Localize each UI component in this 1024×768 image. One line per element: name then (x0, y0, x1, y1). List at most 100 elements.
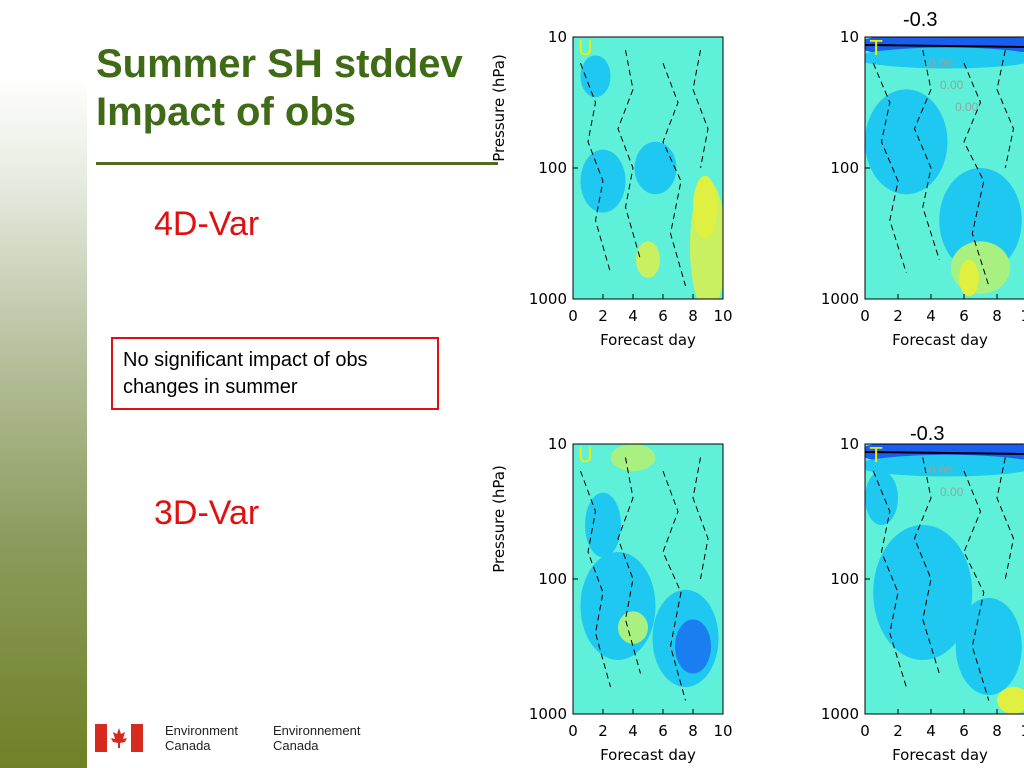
x-tick-label: 4 (926, 722, 936, 740)
y-tick-label: 10 (840, 435, 859, 453)
x-tick-label: 0 (568, 307, 578, 325)
contour-line-3 (692, 457, 709, 580)
x-tick-label: 4 (926, 307, 936, 325)
y-tick-label: 10 (840, 28, 859, 46)
contour-line-0 (580, 63, 611, 273)
x-tick-label: 10 (1020, 307, 1024, 325)
contour-label: 0.00 (940, 485, 964, 499)
chart-panel-3dvar-u: U 0 2 4 6 8 10 10 100 1000 Forecast day Pressure (h… (490, 435, 733, 764)
contour-region-5 (865, 471, 898, 525)
contour-line-1 (617, 50, 641, 260)
contour-line-2 (662, 470, 686, 701)
x-axis-label: Forecast day (600, 331, 696, 349)
chart-panel-3dvar-t: T -0.06 0.00 0 2 4 6 8 10 10 100 1000 Forecast day (821, 435, 1024, 764)
y-tick-label: 100 (538, 159, 567, 177)
contour-label: 0.00 (955, 100, 979, 114)
contour-line-strong (865, 44, 1024, 48)
y-tick-label: 1000 (529, 290, 567, 308)
panel-annotation-4dvar-t: -0.3 (903, 9, 938, 31)
contour-line-strong (865, 451, 1024, 455)
label-3dvar: 3D-Var (154, 494, 260, 532)
y-tick-label: 1000 (821, 705, 859, 723)
contour-line-3 (996, 457, 1015, 580)
canada-flag-icon (95, 724, 143, 752)
contour-region-1 (865, 454, 1024, 477)
y-tick-label: 100 (538, 570, 567, 588)
title-line-2: Impact of obs (96, 90, 357, 134)
contour-region-1 (865, 47, 1024, 69)
contour-region-3 (939, 168, 1022, 273)
contour-label: -0.06 (925, 463, 953, 477)
heatmap-field (573, 444, 723, 714)
contour-region-2 (873, 525, 973, 660)
x-tick-label: 6 (959, 722, 969, 740)
contour-line-2 (963, 63, 990, 287)
contour-region-2 (865, 89, 948, 195)
heatmap-field (865, 37, 1024, 299)
x-axis-label: Forecast day (892, 331, 988, 349)
x-tick-label: 0 (860, 722, 870, 740)
contour-line-0 (580, 470, 611, 688)
slide-title: Summer SH stddev Impact of obs (96, 40, 463, 136)
label-4dvar: 4D-Var (154, 205, 260, 243)
heatmap-field (573, 37, 723, 299)
x-tick-label: 10 (1020, 722, 1024, 740)
contour-region-4 (618, 611, 648, 644)
x-tick-label: 8 (992, 722, 1002, 740)
contour-line-2 (662, 63, 686, 287)
contour-line-2 (963, 470, 990, 701)
x-tick-label: 6 (658, 722, 668, 740)
x-tick-label: 6 (658, 307, 668, 325)
variable-label: T (869, 443, 883, 467)
contour-region-3 (955, 597, 1022, 696)
x-tick-label: 0 (568, 722, 578, 740)
contour-region-5 (959, 259, 979, 297)
chart-panel-4dvar-u: U 0 2 4 6 8 10 10 100 1000 Forecast day Pressure (h… (490, 28, 733, 349)
x-tick-label: 2 (598, 307, 608, 325)
contour-region-5 (580, 55, 611, 98)
x-tick-label: 8 (688, 307, 698, 325)
note-box: No significant impact of obs changes in … (111, 337, 439, 410)
footer-fr-line1: Environnement (273, 723, 361, 738)
x-axis-label: Forecast day (600, 746, 696, 764)
chart-panel-4dvar-t: T -0.06 0.00 0.00 0 2 4 6 8 10 10 100 1000 Forecast d… (821, 28, 1024, 349)
title-divider (96, 162, 498, 165)
x-axis-label: Forecast day (892, 746, 988, 764)
contour-region-3 (693, 175, 717, 239)
contour-region-4 (950, 241, 1011, 294)
y-tick-label: 1000 (529, 705, 567, 723)
contour-region-3 (675, 619, 711, 674)
variable-label: U (578, 443, 593, 467)
x-tick-label: 8 (992, 307, 1002, 325)
x-tick-label: 8 (688, 722, 698, 740)
contour-region-1 (580, 552, 656, 660)
footer-fr-line2: Canada (273, 738, 319, 753)
y-tick-label: 100 (830, 570, 859, 588)
contour-line-0 (872, 63, 907, 273)
x-tick-label: 2 (893, 307, 903, 325)
y-tick-label: 100 (830, 159, 859, 177)
heatmap-field (865, 444, 1024, 714)
contour-region-4 (636, 241, 660, 279)
y-axis-label: Pressure (hPa) (490, 54, 508, 162)
x-tick-label: 2 (598, 722, 608, 740)
variable-label: T (869, 36, 883, 60)
footer-en-line2: Canada (165, 738, 211, 753)
contour-line-1 (913, 457, 940, 674)
x-tick-label: 4 (628, 307, 638, 325)
contour-line-3 (996, 49, 1015, 169)
panel-annotation-3dvar-t: -0.3 (910, 423, 945, 445)
contour-line-3 (692, 50, 709, 169)
y-axis-label: Pressure (hPa) (490, 465, 508, 573)
x-tick-label: 0 (860, 307, 870, 325)
x-tick-label: 10 (713, 307, 732, 325)
contour-region-1 (634, 141, 677, 195)
title-line-1: Summer SH stddev (96, 42, 463, 86)
footer-french: Environnement Canada (273, 723, 360, 753)
contour-region-5 (585, 492, 621, 558)
y-tick-label: 1000 (821, 290, 859, 308)
x-tick-label: 6 (959, 307, 969, 325)
y-tick-label: 10 (548, 28, 567, 46)
contour-region-0 (610, 444, 656, 471)
contour-region-4 (997, 687, 1024, 714)
